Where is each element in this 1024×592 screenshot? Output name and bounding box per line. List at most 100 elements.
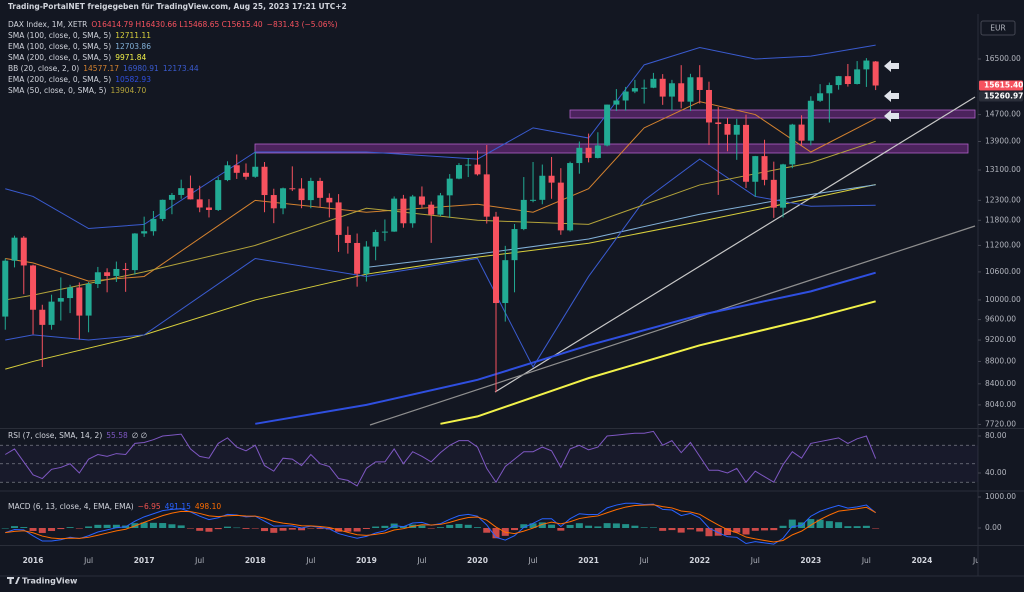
candle-body	[872, 61, 879, 86]
candle-body	[335, 202, 342, 235]
trend-line	[369, 225, 976, 426]
indicator-value: 9971.84	[115, 53, 146, 62]
candle-body	[104, 272, 111, 276]
macd-bar	[418, 525, 426, 529]
candle-body	[567, 163, 574, 231]
x-tick-label: Jul	[861, 556, 871, 565]
candle-body	[826, 85, 833, 94]
candle-body	[243, 172, 250, 177]
macd-bar	[714, 528, 722, 536]
macd-bar	[807, 519, 815, 529]
candle-body	[48, 301, 55, 325]
arrows	[884, 60, 899, 122]
candle-body	[705, 89, 712, 123]
macd-bar	[307, 528, 315, 529]
macd-bar	[835, 522, 843, 529]
macd-bar	[696, 528, 704, 532]
rsi-extra: ∅ ∅	[132, 431, 147, 440]
candle-body	[372, 232, 379, 247]
macd-bar	[511, 528, 519, 531]
candle-body	[122, 268, 129, 271]
x-tick-label: 2023	[800, 556, 821, 565]
candle-body	[261, 166, 268, 196]
macd-bar	[585, 525, 593, 529]
price-line-label: 15260.97	[984, 92, 1023, 101]
x-tick-label: 2024	[912, 556, 933, 565]
price-pane	[2, 44, 879, 425]
macd-bar	[770, 528, 778, 531]
candle-body	[817, 93, 824, 101]
macd-bar	[48, 528, 56, 531]
candle-body	[548, 175, 555, 183]
candle-body	[94, 272, 101, 284]
candle-body	[400, 198, 407, 224]
candle-body	[141, 231, 148, 234]
candle-body	[613, 100, 620, 105]
candle-body	[780, 164, 787, 208]
indicator-value: 12703.86	[115, 42, 151, 51]
zone-box	[254, 143, 969, 154]
macd-value: 491.15	[165, 502, 191, 511]
candle-body	[807, 100, 814, 141]
macd-bar	[538, 522, 546, 529]
candle-body	[131, 233, 138, 271]
candle-body	[409, 196, 416, 224]
overlay: 16500.00 14700.00 13900.00 13100.00 12300.00…	[8, 20, 1023, 532]
y-tick-label: 10000.00	[985, 295, 1021, 304]
macd-bar	[483, 528, 491, 533]
macd-bar	[594, 526, 602, 529]
candle-body	[798, 124, 805, 141]
indicator-value: 14577.17	[83, 64, 119, 73]
candle-body	[85, 283, 92, 316]
macd-bar	[214, 528, 222, 530]
candle-body	[557, 182, 564, 231]
y-tick-label: 8040.00	[985, 400, 1016, 409]
candle-body	[298, 188, 305, 201]
candle-body	[770, 179, 777, 208]
y-tick-label: 8800.00	[985, 356, 1016, 365]
x-tick-label: 2020	[467, 556, 488, 565]
macd-bar	[631, 525, 639, 529]
macd-bar	[353, 528, 361, 532]
macd-bar	[20, 527, 28, 529]
y-tick-label: 40.00	[985, 468, 1007, 477]
y-tick-label: 12300.00	[985, 195, 1021, 204]
candle-body	[252, 166, 259, 177]
macd-bar	[344, 528, 352, 532]
macd-bar	[649, 527, 657, 529]
candle-body	[113, 268, 120, 276]
indicator-name: SMA (50, close, 0, SMA, 5)	[8, 86, 107, 95]
macd-bar	[168, 524, 176, 529]
macd-bar	[520, 524, 528, 529]
candle-body	[585, 147, 592, 158]
candle-body	[530, 199, 537, 201]
signal-value: 498.10	[195, 502, 221, 511]
macd-bar	[362, 528, 370, 529]
candle-body	[2, 260, 9, 317]
candle-body	[493, 216, 500, 304]
macd-bar	[640, 527, 648, 529]
candle-body	[659, 78, 666, 97]
macd-bar	[75, 528, 83, 529]
x-tick-label: Jul	[639, 556, 649, 565]
macd-bar	[205, 528, 213, 532]
indicator-line	[5, 44, 876, 230]
candle-body	[178, 188, 185, 195]
x-tick-label: 2017	[134, 556, 155, 565]
y-tick-label: 11800.00	[985, 215, 1021, 224]
candle-body	[576, 147, 583, 164]
y-tick-label: 16500.00	[985, 54, 1021, 63]
macd-bar	[686, 528, 694, 530]
indicator-line	[366, 184, 876, 268]
macd-bar	[288, 528, 296, 530]
macd-bar	[103, 524, 111, 529]
arrow	[884, 60, 899, 72]
currency-box[interactable]	[980, 20, 1016, 36]
share-title: Trading-PortalNET freigegeben für Tradin…	[8, 2, 347, 11]
x-tick-label: Jul	[416, 556, 426, 565]
currency[interactable]: EUR	[990, 24, 1005, 33]
x-tick-label: 2021	[578, 556, 599, 565]
rsi-line	[5, 430, 877, 487]
